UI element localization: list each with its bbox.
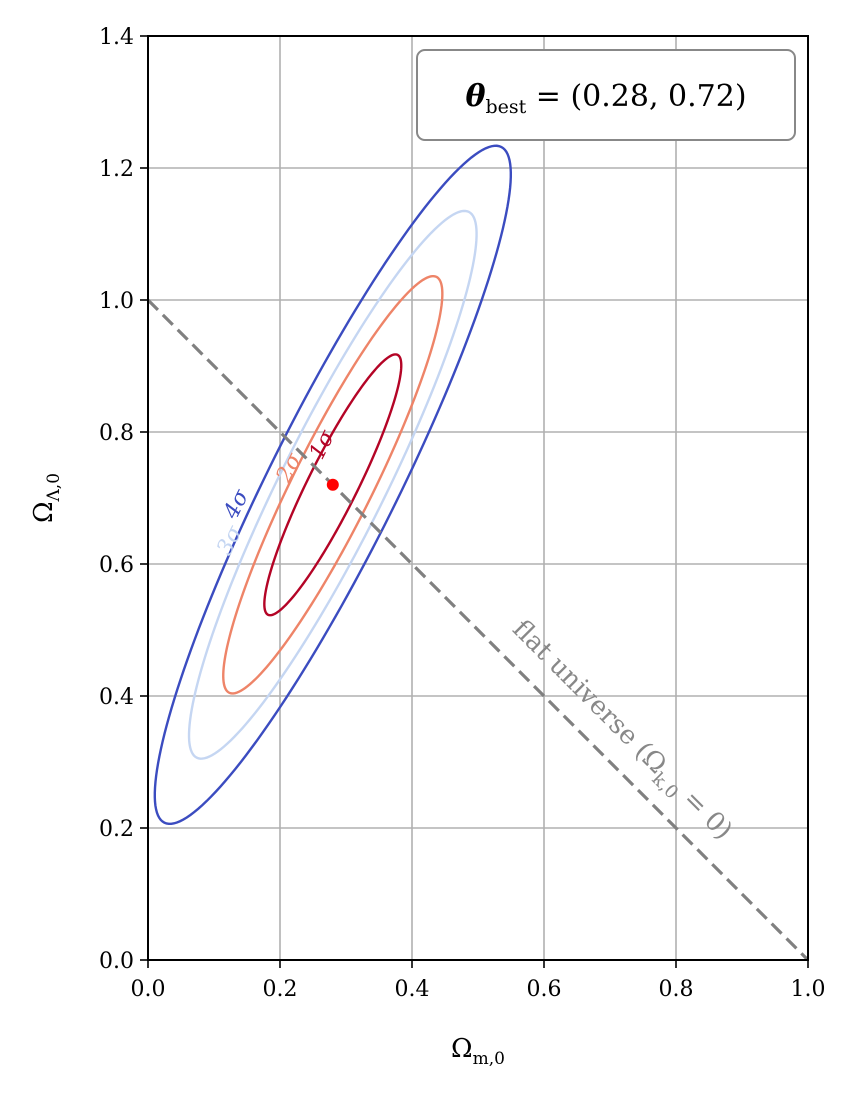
x-axis-label-sub: m,0	[473, 1049, 505, 1069]
contour-1sigma	[263, 353, 403, 617]
x-axis-label: Ωm,0	[451, 1034, 505, 1069]
y-tick-label-5: 1.0	[99, 289, 134, 314]
y-tick-label-2: 0.4	[99, 685, 134, 710]
y-tick-label-3: 0.6	[99, 553, 134, 578]
best-fit-text: θbest = (0.28, 0.72)	[465, 79, 746, 118]
plot-frame	[147, 35, 809, 961]
best-fit-value: = (0.28, 0.72)	[526, 79, 746, 114]
best-fit-layer	[326, 478, 339, 491]
y-axis-label: ΩΛ,0	[29, 473, 64, 523]
x-tick-label-0: 0.0	[131, 977, 166, 1002]
contour-layer	[153, 144, 513, 826]
y-tick-label-0: 0.0	[99, 949, 134, 974]
contour-label-4sigma: 4σ	[219, 485, 255, 524]
y-tick-label-7: 1.4	[99, 25, 134, 50]
y-tick-label-6: 1.2	[99, 157, 134, 182]
x-tick-label-1: 0.2	[263, 977, 298, 1002]
y-axis-label-main: Ω	[29, 501, 59, 523]
best-fit-sub: best	[485, 96, 526, 118]
x-tick-label-2: 0.4	[395, 977, 430, 1002]
flat-universe-label: flat universe (Ωk,0 = 0)	[503, 614, 738, 849]
contour-4sigma	[153, 144, 513, 826]
y-tick-label-4: 0.8	[99, 421, 134, 446]
contour-2sigma	[222, 274, 444, 695]
y-axis-label-sub: Λ,0	[44, 473, 64, 503]
y-tick-label-1: 0.2	[99, 817, 134, 842]
x-tick-label-3: 0.6	[527, 977, 562, 1002]
flat-universe-label-main: flat universe (Ω	[506, 614, 672, 780]
x-axis-label-main: Ω	[451, 1034, 473, 1064]
best-fit-theta: θ	[465, 79, 485, 114]
best-fit-box: θbest = (0.28, 0.72)	[416, 49, 796, 141]
best-fit-point	[326, 478, 339, 491]
axis-ticks: 0.0 0.2 0.4 0.6 0.8 1.0 0.0 0.2 0.4 0.6 0.8 1.0 1.2 1…	[99, 25, 826, 1002]
contour-3sigma	[187, 209, 478, 760]
x-tick-label-5: 1.0	[791, 977, 826, 1002]
x-tick-label-4: 0.8	[659, 977, 694, 1002]
flat-universe-label-end: = 0)	[671, 779, 738, 846]
flat-universe-layer	[146, 298, 810, 962]
flat-universe-line	[146, 298, 810, 962]
best-fit-box-frame	[416, 49, 796, 141]
